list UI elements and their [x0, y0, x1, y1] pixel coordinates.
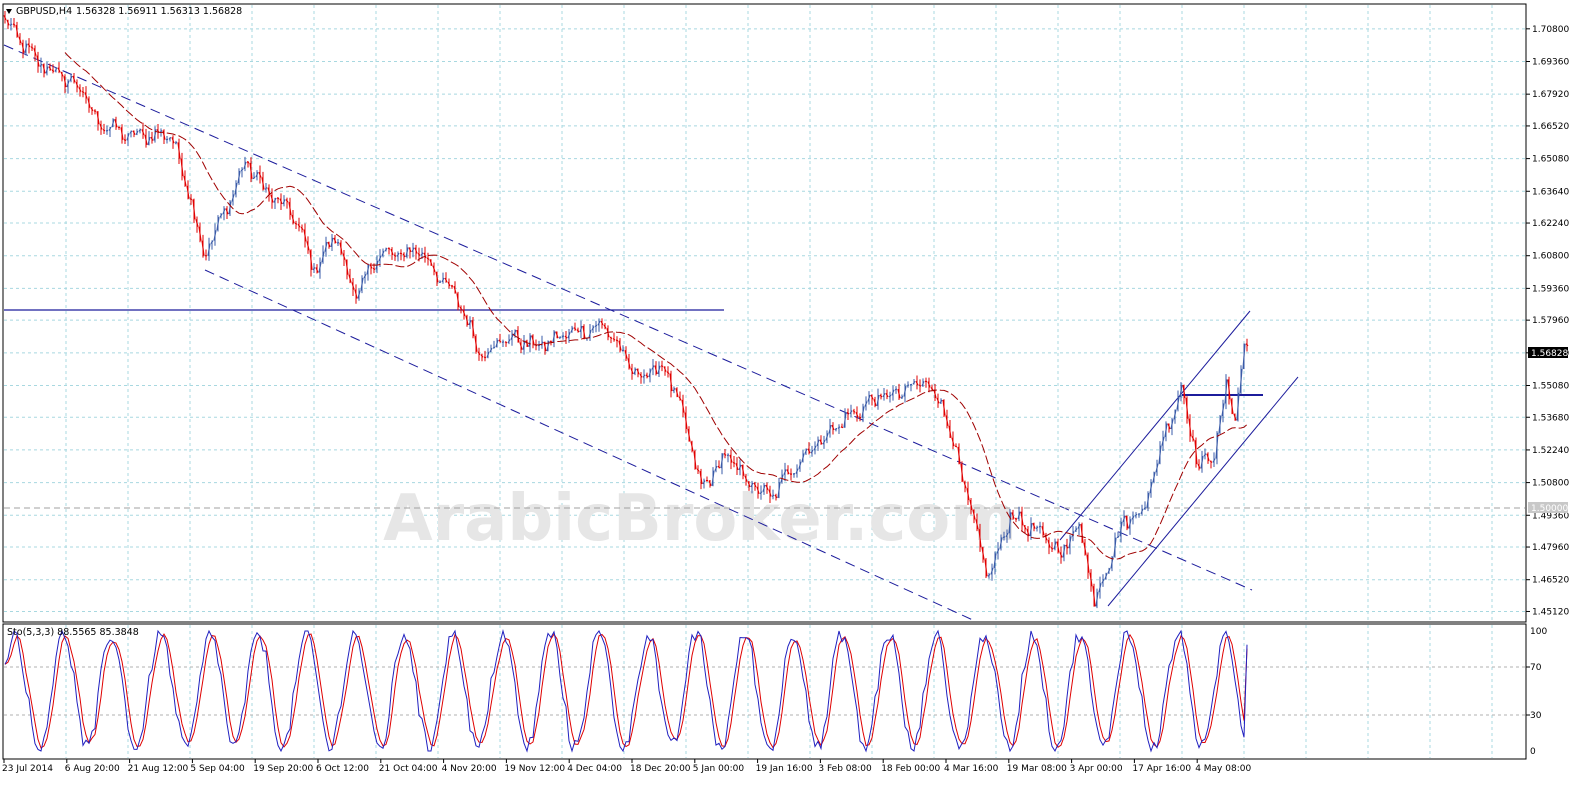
price-tick-label: 1.57960: [1532, 316, 1569, 326]
price-tick-label: 1.66520: [1532, 122, 1569, 132]
time-tick-label: 3 Feb 08:00: [818, 764, 872, 774]
candle-body: [859, 417, 861, 418]
candle-body: [733, 463, 735, 464]
price-tick-label: 1.47960: [1532, 543, 1569, 553]
time-tick-label: 19 Mar 08:00: [1007, 764, 1067, 774]
candle-body: [502, 342, 504, 343]
price-tick-label: 1.63640: [1532, 187, 1569, 197]
time-tick-label: 4 Dec 04:00: [567, 764, 622, 774]
time-tick-label: 19 Jan 16:00: [756, 764, 813, 774]
candle-body: [82, 92, 84, 93]
candle-body: [895, 389, 897, 390]
osc-tick-label: 70: [1530, 663, 1542, 673]
time-tick-label: 4 Nov 20:00: [442, 764, 497, 774]
candle-body: [661, 366, 663, 367]
chart-symbol-label: GBPUSD,H4: [16, 6, 72, 17]
watermark-text: ArabicBroker.com: [383, 482, 1017, 556]
candle-body: [277, 198, 279, 199]
price-tick-label: 1.67920: [1532, 90, 1569, 100]
time-tick-label: 4 Mar 16:00: [944, 764, 999, 774]
candle-body: [190, 199, 192, 200]
current-price-label: 1.56828: [1531, 349, 1568, 359]
candle-body: [955, 446, 957, 447]
time-tick-label: 19 Sep 20:00: [253, 764, 313, 774]
time-tick-label: 23 Jul 2014: [2, 764, 53, 774]
osc-tick-label: 30: [1530, 711, 1542, 721]
candle-body: [910, 384, 912, 385]
time-tick-label: 5 Jan 00:00: [693, 764, 745, 774]
time-tick-label: 6 Aug 20:00: [65, 764, 120, 774]
osc-tick-label: 0: [1530, 747, 1536, 757]
chart-ohlc-values: 1.56328 1.56911 1.56313 1.56828: [76, 6, 242, 17]
price-tick-label: 1.52240: [1532, 446, 1569, 456]
candle-body: [841, 427, 843, 428]
time-tick-label: 3 Apr 00:00: [1070, 764, 1123, 774]
time-tick-label: 21 Aug 12:00: [128, 764, 189, 774]
price-tick-label: 1.69360: [1532, 57, 1569, 67]
price-tick-label: 1.55080: [1532, 381, 1569, 391]
osc-tick-label: 100: [1530, 627, 1547, 637]
candle-body: [562, 336, 564, 337]
candle-body: [1039, 526, 1041, 527]
candle-body: [550, 341, 552, 342]
candle-body: [175, 142, 177, 143]
candle-body: [388, 248, 390, 249]
candle-body: [124, 140, 126, 141]
time-tick-label: 17 Apr 16:00: [1132, 764, 1191, 774]
price-tick-label: 1.62240: [1532, 219, 1569, 229]
time-tick-label: 5 Sep 04:00: [190, 764, 245, 774]
oscillator-label: Sto(5,3,3) 88.5565 85.3848: [7, 627, 139, 638]
price-tick-label: 1.70800: [1532, 25, 1569, 35]
candle-body: [400, 253, 402, 254]
price-tick-label: 1.46520: [1532, 576, 1569, 586]
time-tick-label: 4 May 08:00: [1195, 764, 1251, 774]
price-tick-label: 1.45120: [1532, 607, 1569, 617]
price-tick-label: 1.65080: [1532, 155, 1569, 165]
time-tick-label: 6 Oct 12:00: [316, 764, 369, 774]
price-tick-label: 1.53680: [1532, 413, 1569, 423]
time-tick-label: 21 Oct 04:00: [379, 764, 438, 774]
candle-body: [616, 340, 618, 341]
time-tick-label: 18 Feb 00:00: [881, 764, 940, 774]
candle-body: [1003, 537, 1005, 538]
price-tick-label: 1.59360: [1532, 284, 1569, 294]
price-tick-label: 1.50800: [1532, 479, 1569, 489]
price-tick-label: 1.60800: [1532, 252, 1569, 262]
time-tick-label: 18 Dec 20:00: [630, 764, 691, 774]
time-tick-label: 19 Nov 12:00: [504, 764, 565, 774]
level-price-label: 1.50000: [1531, 504, 1568, 514]
